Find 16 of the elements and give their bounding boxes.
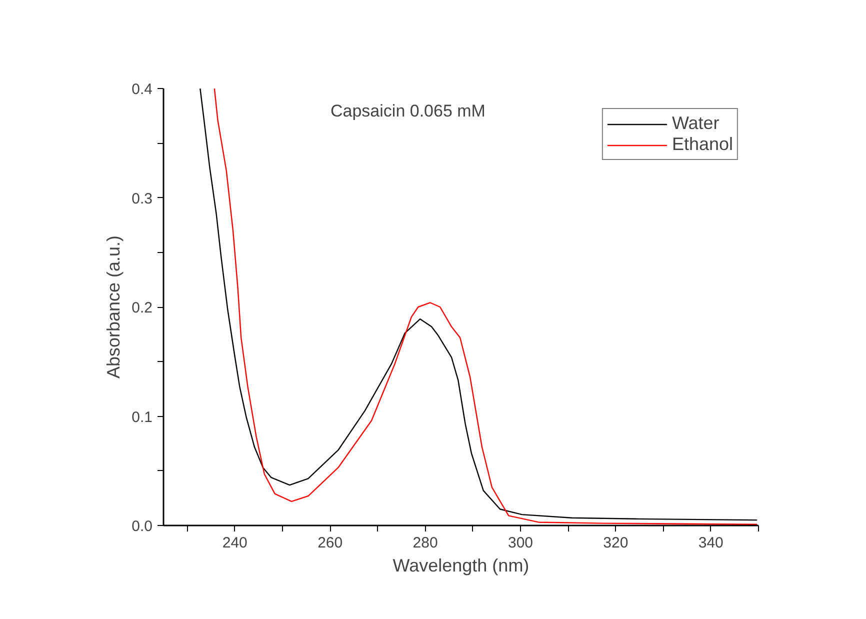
y-tick-label: 0.4 [132,81,153,98]
x-tick-label: 320 [603,534,628,552]
x-tick-label: 260 [318,534,343,552]
y-tick-label: 0.3 [132,190,153,208]
y-tick-label: 0.1 [132,408,153,426]
x-tick-label: 300 [508,534,534,552]
x-tick-label: 280 [412,534,438,552]
y-tick-label: 0.2 [132,300,153,316]
x-tick-label: 340 [698,534,724,552]
y-axis-title: Absorbance (a.u.) [104,235,124,379]
text: 0.0 [132,518,153,535]
text: Capsaicin 0.065 mM [330,102,486,120]
x-tick-label: 240 [222,534,248,552]
legend-label: Ethanol [672,134,733,155]
x-axis-title: Wavelength (nm) [392,556,530,576]
legend-label: Water [672,113,720,134]
